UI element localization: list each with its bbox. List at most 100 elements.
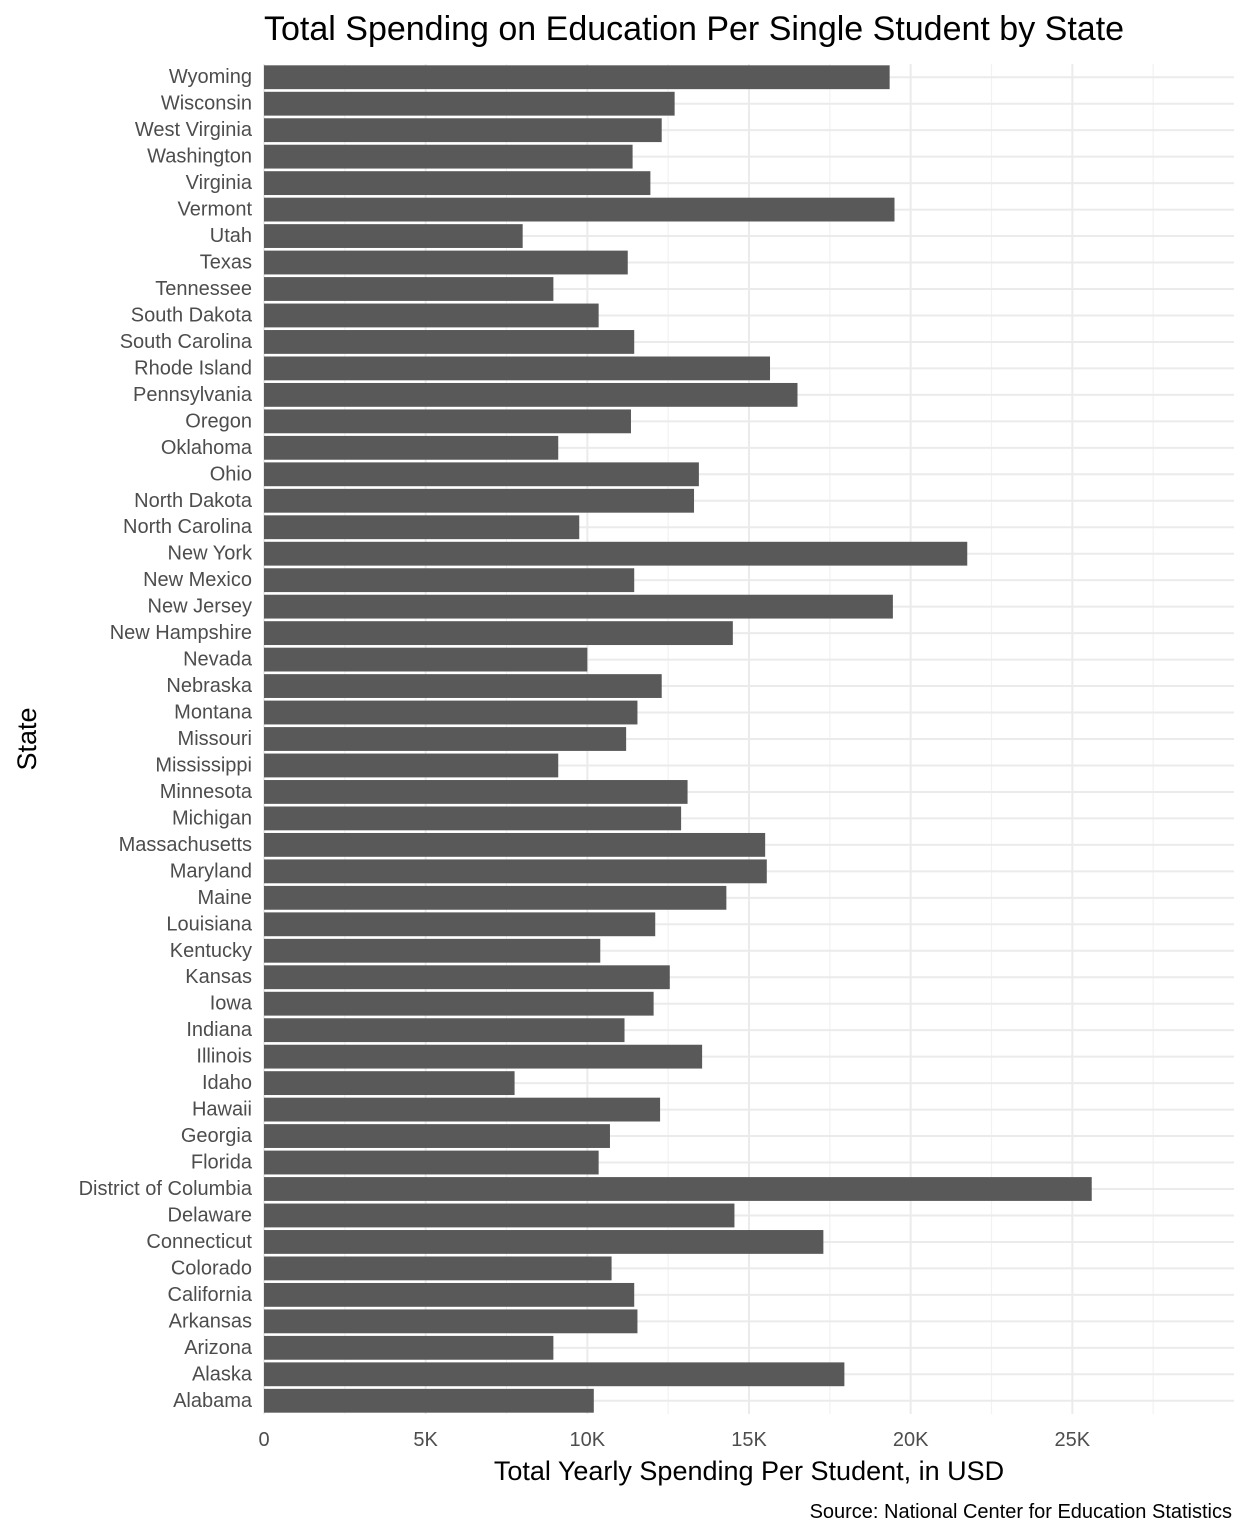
- y-tick-label-illinois: Illinois: [196, 1046, 252, 1068]
- y-tick-label-washington: Washington: [147, 146, 252, 168]
- bar-oklahoma: [264, 435, 559, 460]
- y-tick-label-tennessee: Tennessee: [155, 278, 252, 300]
- y-tick-label-minnesota: Minnesota: [160, 781, 253, 803]
- bar-ohio: [264, 462, 699, 487]
- y-tick-label-maine: Maine: [198, 887, 252, 909]
- bar-rhode-island: [264, 356, 771, 381]
- bar-west-virginia: [264, 118, 662, 143]
- y-tick-label-rhode-island: Rhode Island: [134, 357, 252, 379]
- y-tick-label-california: California: [168, 1284, 253, 1306]
- bar-florida: [264, 1150, 599, 1175]
- bar-south-dakota: [264, 303, 599, 328]
- x-tick-label: 15K: [731, 1429, 767, 1451]
- bar-pennsylvania: [264, 382, 798, 407]
- bar-georgia: [264, 1124, 610, 1148]
- bar-illinois: [264, 1044, 703, 1069]
- y-tick-label-texas: Texas: [200, 252, 252, 274]
- bar-tennessee: [264, 277, 554, 301]
- y-tick-label-montana: Montana: [174, 702, 253, 724]
- bar-mississippi: [264, 753, 559, 778]
- y-tick-label-michigan: Michigan: [172, 807, 252, 829]
- bar-texas: [264, 250, 628, 275]
- y-tick-label-colorado: Colorado: [171, 1257, 252, 1279]
- bar-washington: [264, 144, 633, 169]
- y-tick-label-south-carolina: South Carolina: [120, 331, 253, 353]
- y-tick-label-idaho: Idaho: [202, 1072, 252, 1094]
- y-tick-label-indiana: Indiana: [186, 1019, 252, 1041]
- y-tick-label-arizona: Arizona: [184, 1337, 253, 1359]
- bar-indiana: [264, 1018, 625, 1043]
- y-tick-label-west-virginia: West Virginia: [135, 119, 253, 141]
- y-tick-label-nevada: Nevada: [183, 649, 253, 671]
- y-tick-label-alabama: Alabama: [173, 1390, 253, 1412]
- y-tick-label-georgia: Georgia: [181, 1125, 253, 1147]
- bar-vermont: [264, 197, 895, 222]
- bar-alaska: [264, 1362, 845, 1387]
- y-tick-label-hawaii: Hawaii: [192, 1099, 252, 1121]
- bar-oregon: [264, 409, 631, 434]
- x-tick-label: 0: [258, 1429, 269, 1451]
- y-tick-label-virginia: Virginia: [186, 172, 253, 194]
- y-tick-label-kentucky: Kentucky: [170, 940, 252, 962]
- y-tick-label-delaware: Delaware: [168, 1204, 252, 1226]
- y-tick-label-massachusetts: Massachusetts: [119, 834, 252, 856]
- bar-new-hampshire: [264, 621, 733, 646]
- bar-north-carolina: [264, 515, 580, 540]
- x-tick-label: 5K: [413, 1429, 438, 1451]
- x-tick-label: 25K: [1055, 1429, 1091, 1451]
- chart-title: Total Spending on Education Per Single S…: [264, 10, 1124, 48]
- bar-maryland: [264, 859, 767, 884]
- y-tick-label-new-hampshire: New Hampshire: [110, 622, 252, 644]
- y-tick-label-connecticut: Connecticut: [146, 1231, 252, 1253]
- bar-new-mexico: [264, 568, 635, 593]
- y-tick-label-kansas: Kansas: [185, 966, 252, 988]
- bar-hawaii: [264, 1097, 661, 1122]
- bar-nebraska: [264, 674, 662, 698]
- bar-arkansas: [264, 1309, 638, 1334]
- y-tick-label-new-jersey: New Jersey: [148, 596, 252, 618]
- y-tick-label-utah: Utah: [210, 225, 252, 247]
- bar-wyoming: [264, 65, 890, 90]
- bar-idaho: [264, 1071, 515, 1096]
- y-tick-label-oregon: Oregon: [185, 410, 252, 432]
- y-tick-label-district-of-columbia: District of Columbia: [79, 1178, 253, 1200]
- bar-iowa: [264, 991, 654, 1016]
- y-tick-label-ohio: Ohio: [210, 463, 252, 485]
- y-tick-label-oklahoma: Oklahoma: [161, 437, 253, 459]
- bars: [264, 65, 1092, 1413]
- y-tick-label-pennsylvania: Pennsylvania: [133, 384, 253, 406]
- bar-maine: [264, 885, 727, 910]
- y-tick-label-north-carolina: North Carolina: [123, 516, 253, 538]
- bar-connecticut: [264, 1230, 824, 1254]
- bar-kansas: [264, 965, 670, 990]
- bar-minnesota: [264, 780, 688, 804]
- y-tick-labels: Alabama Alaska Arizona Arkansas California Co…: [79, 66, 253, 1412]
- y-tick-label-iowa: Iowa: [210, 993, 253, 1015]
- bar-north-dakota: [264, 488, 695, 513]
- y-tick-label-wyoming: Wyoming: [169, 66, 252, 88]
- y-tick-label-south-dakota: South Dakota: [131, 304, 253, 326]
- y-tick-label-vermont: Vermont: [178, 199, 253, 221]
- x-tick-label: 10K: [570, 1429, 606, 1451]
- y-tick-label-mississippi: Mississippi: [155, 754, 252, 776]
- bar-california: [264, 1282, 635, 1307]
- y-tick-label-wisconsin: Wisconsin: [161, 93, 252, 115]
- bar-new-jersey: [264, 594, 893, 619]
- bar-delaware: [264, 1203, 735, 1228]
- bar-district-of-columbia: [264, 1177, 1092, 1201]
- bar-new-york: [264, 541, 968, 566]
- bar-arizona: [264, 1335, 554, 1360]
- bar-alabama: [264, 1388, 594, 1413]
- y-tick-label-new-mexico: New Mexico: [143, 569, 252, 591]
- bar-virginia: [264, 171, 651, 196]
- bar-kentucky: [264, 938, 601, 963]
- bar-utah: [264, 224, 523, 248]
- bar-michigan: [264, 806, 682, 831]
- bar-louisiana: [264, 912, 656, 937]
- y-tick-label-alaska: Alaska: [192, 1363, 253, 1385]
- y-tick-label-new-york: New York: [168, 543, 253, 565]
- y-tick-label-missouri: Missouri: [178, 728, 252, 750]
- y-tick-label-florida: Florida: [191, 1152, 253, 1174]
- y-tick-label-louisiana: Louisiana: [166, 913, 253, 935]
